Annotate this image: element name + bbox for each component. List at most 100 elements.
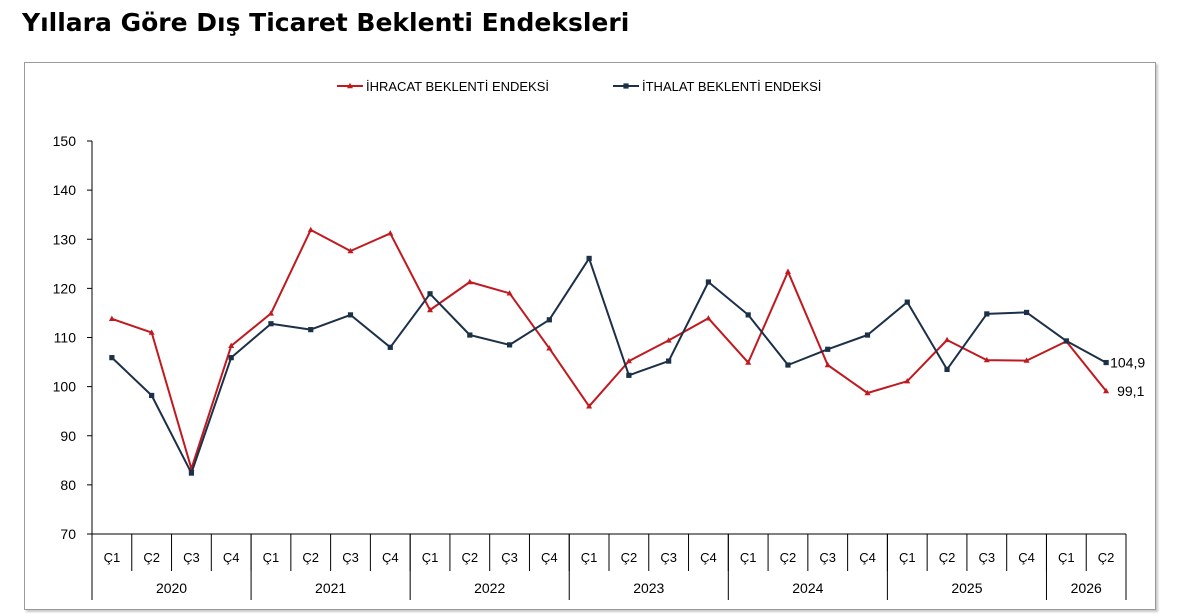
data-point-marker	[149, 392, 155, 399]
data-point-marker	[625, 357, 632, 364]
data-point-marker	[506, 342, 513, 348]
x-category-label: Ç3	[183, 550, 200, 565]
data-point-marker	[666, 358, 672, 364]
data-point-marker	[785, 362, 791, 368]
y-tick-label: 140	[53, 182, 77, 198]
data-point-marker	[427, 306, 434, 313]
x-year-label: 2022	[474, 580, 505, 596]
series-line	[111, 257, 1107, 475]
data-point-marker	[1023, 309, 1030, 316]
data-point-marker	[1103, 359, 1109, 366]
data-point-marker	[546, 345, 553, 351]
x-category-label: Ç4	[700, 550, 717, 565]
x-category-label: Ç2	[143, 550, 160, 565]
data-point-marker	[983, 356, 990, 363]
page-title: Yıllara Göre Dış Ticaret Beklenti Endeks…	[22, 8, 630, 37]
x-category-label: Ç3	[342, 550, 359, 565]
x-year-label: 2024	[792, 580, 823, 596]
data-point-marker	[228, 355, 234, 361]
data-point-marker	[387, 344, 393, 350]
data-point-marker	[984, 311, 990, 317]
data-point-marker	[267, 310, 274, 316]
chart-frame: 70 80 90 100 110 120 130 140 150 Ç1 Ç2 Ç3 Ç4 Ç1 Ç2 Ç3 Ç…	[24, 62, 1156, 610]
data-point-marker	[148, 329, 155, 335]
data-point-marker	[347, 247, 354, 254]
data-point-marker	[109, 355, 115, 361]
data-point-marker	[904, 378, 911, 384]
legend-label: İHRACAT BEKLENTİ ENDEKSİ	[366, 79, 549, 94]
category-axis-group: Ç1 Ç2 Ç3 Ç4 Ç1 Ç2 Ç3 Ç4 Ç1 Ç2 Ç3 Ç4 Ç1 Ç2 Ç3 Ç4 Ç1 Ç2 Ç3 Ç4…	[91, 533, 1127, 600]
data-point-marker	[824, 361, 831, 368]
x-category-label: Ç4	[1018, 550, 1035, 565]
x-year-label: 2020	[156, 580, 187, 596]
x-category-label: Ç4	[382, 550, 399, 565]
data-point-marker	[1023, 357, 1030, 363]
data-point-marker	[864, 332, 871, 338]
data-point-marker	[1103, 387, 1110, 394]
data-label: 104,9	[1110, 355, 1145, 371]
x-category-label: Ç2	[461, 550, 478, 565]
legend-label: İTHALAT BEKLENTİ ENDEKSİ	[642, 79, 821, 94]
data-point-marker	[705, 315, 712, 321]
data-point-marker	[586, 403, 593, 409]
data-point-marker	[784, 268, 791, 274]
x-category-label: Ç4	[223, 550, 240, 565]
data-point-marker	[745, 359, 752, 365]
data-point-marker	[307, 226, 314, 233]
data-point-marker	[586, 255, 592, 262]
x-category-label: Ç2	[780, 550, 797, 565]
data-point-marker	[467, 332, 473, 338]
data-label: 99,1	[1117, 383, 1144, 399]
data-point-marker	[745, 312, 751, 318]
data-point-marker	[228, 342, 235, 349]
data-point-marker	[308, 327, 314, 333]
y-tick-label: 100	[53, 379, 77, 395]
y-tick-label: 90	[60, 428, 76, 444]
data-point-marker	[825, 346, 831, 352]
x-year-label: 2021	[315, 580, 346, 596]
legend: İHRACAT BEKLENTİ ENDEKSİ İTHALAT BEKLENTİ…	[337, 79, 821, 94]
x-year-label: 2023	[633, 580, 664, 596]
x-category-label: Ç3	[660, 550, 677, 565]
x-category-label: Ç1	[740, 550, 757, 565]
data-point-marker	[944, 366, 950, 373]
x-year-label: 2025	[951, 580, 982, 596]
series-line	[111, 228, 1107, 470]
data-point-marker	[705, 279, 712, 285]
y-tick-label: 150	[53, 133, 77, 149]
data-point-marker	[626, 372, 632, 378]
line-chart: 70 80 90 100 110 120 130 140 150 Ç1 Ç2 Ç3 Ç4 Ç1 Ç2 Ç3 Ç…	[53, 79, 1145, 600]
x-category-label: Ç2	[1098, 550, 1115, 565]
x-year-label: 2026	[1071, 580, 1102, 596]
x-category-label: Ç2	[939, 550, 956, 565]
data-point-marker	[387, 230, 394, 236]
series-group: 99,1 104,9	[108, 226, 1145, 476]
data-point-marker	[904, 299, 910, 305]
data-point-marker	[1063, 338, 1069, 344]
y-tick-label: 110	[54, 330, 77, 346]
x-category-label: Ç1	[899, 550, 916, 565]
y-tick-label: 80	[60, 477, 76, 493]
data-point-marker	[466, 278, 473, 285]
x-category-label: Ç2	[621, 550, 638, 565]
data-point-marker	[188, 470, 195, 476]
data-point-marker	[665, 337, 672, 343]
x-category-label: Ç2	[302, 550, 319, 565]
data-point-marker	[506, 290, 513, 296]
legend-marker	[623, 83, 629, 89]
data-point-marker	[546, 317, 552, 323]
data-point-marker	[944, 336, 951, 343]
y-tick-label: 70	[60, 526, 76, 542]
data-point-marker	[108, 315, 115, 322]
y-tick-label: 130	[53, 231, 77, 247]
x-category-label: Ç3	[501, 550, 518, 565]
x-category-label: Ç1	[422, 550, 439, 565]
x-category-label: Ç4	[859, 550, 876, 565]
x-category-label: Ç1	[263, 550, 280, 565]
data-point-marker	[347, 312, 354, 318]
y-tick-label: 120	[53, 280, 77, 296]
legend-marker	[347, 82, 353, 89]
x-category-label: Ç1	[581, 550, 598, 565]
x-category-label: Ç1	[1058, 550, 1075, 565]
axes-group: 70 80 90 100 110 120 130 140 150	[53, 133, 93, 542]
